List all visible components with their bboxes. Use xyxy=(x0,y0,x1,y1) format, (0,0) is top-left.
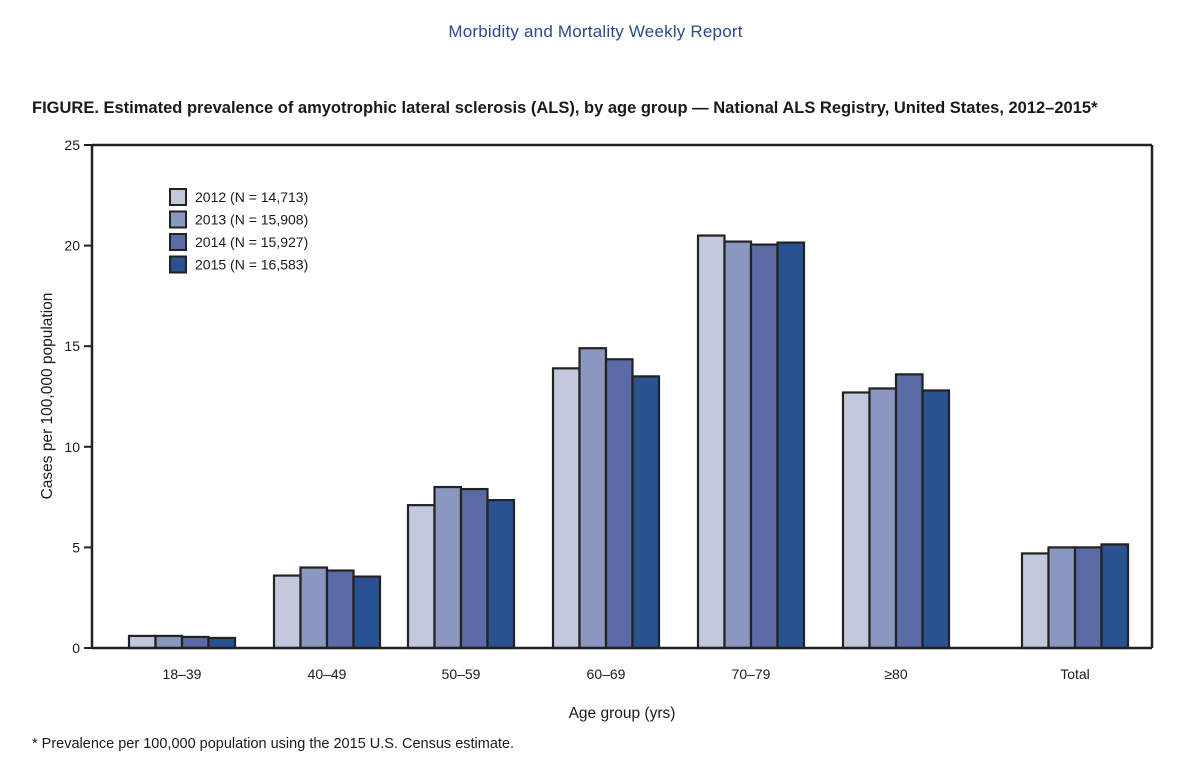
footnote: * Prevalence per 100,000 population usin… xyxy=(32,736,515,752)
y-tick-label: 5 xyxy=(72,539,80,555)
bar-2013-0 xyxy=(154,634,184,650)
legend-swatch xyxy=(169,210,187,229)
y-axis-title: Cases per 100,000 population xyxy=(39,293,56,500)
x-tick-label: 18–39 xyxy=(163,666,202,682)
x-tick-label: 60–69 xyxy=(587,666,626,682)
bar-2014-4 xyxy=(749,243,779,650)
x-tick-label: 70–79 xyxy=(732,666,771,682)
y-tick-label: 20 xyxy=(64,238,80,254)
y-tick-label: 25 xyxy=(64,137,80,153)
bar-2012-1 xyxy=(272,574,302,650)
bar-2014-6 xyxy=(1073,546,1103,650)
x-tick-labels: 18–39 40–49 50–59 60–69 70–79 ≥80 Total xyxy=(163,666,1090,682)
bar-2012-2 xyxy=(406,504,436,650)
bar-2012-0 xyxy=(127,634,157,650)
journal-header: Morbidity and Mortality Weekly Report xyxy=(448,22,743,41)
plot-frame xyxy=(90,143,1154,650)
bar-2014-3 xyxy=(604,358,634,650)
y-tick-label: 10 xyxy=(64,439,80,455)
figure-title: FIGURE. Estimated prevalence of amyotrop… xyxy=(32,99,1098,117)
legend-label: 2015 (N = 16,583) xyxy=(195,257,308,273)
y-ticks: 0 5 10 15 20 25 xyxy=(64,137,92,656)
legend-swatch xyxy=(169,233,187,251)
legend-label: 2012 (N = 14,713) xyxy=(195,189,308,205)
bars-group xyxy=(127,234,1130,650)
legend-swatch xyxy=(169,188,187,206)
x-axis-title: Age group (yrs) xyxy=(569,705,676,722)
bar-2015-1 xyxy=(352,575,382,650)
legend: 2012 (N = 14,713) 2013 (N = 15,908) 2014 (… xyxy=(169,188,308,274)
bar-2012-3 xyxy=(551,367,581,650)
bar-2013-3 xyxy=(578,347,608,650)
y-tick-label: 0 xyxy=(72,640,80,656)
bar-2014-1 xyxy=(325,569,355,650)
bar-2013-2 xyxy=(433,485,463,650)
bar-2015-5 xyxy=(921,389,951,650)
bar-2014-0 xyxy=(180,635,210,650)
bar-2012-5 xyxy=(841,391,871,650)
legend-label: 2014 (N = 15,927) xyxy=(195,234,308,250)
bar-2015-4 xyxy=(776,241,806,650)
bar-2015-0 xyxy=(207,636,237,650)
x-tick-label: ≥80 xyxy=(884,666,907,682)
bar-2014-2 xyxy=(459,487,489,650)
bar-2014-5 xyxy=(894,373,924,650)
bar-2013-4 xyxy=(723,240,753,650)
bar-2012-4 xyxy=(696,234,726,650)
bar-2015-2 xyxy=(486,499,516,650)
bar-2015-3 xyxy=(631,375,661,650)
y-tick-label: 15 xyxy=(64,338,80,354)
bar-2013-5 xyxy=(868,387,898,650)
x-tick-label: Total xyxy=(1060,666,1090,682)
bar-2012-6 xyxy=(1020,552,1050,650)
x-tick-label: 40–49 xyxy=(308,666,347,682)
bar-2013-1 xyxy=(299,566,329,650)
legend-label: 2013 (N = 15,908) xyxy=(195,212,308,228)
x-tick-label: 50–59 xyxy=(442,666,481,682)
bar-2013-6 xyxy=(1047,546,1077,650)
legend-swatch xyxy=(169,255,187,274)
bar-2015-6 xyxy=(1100,543,1130,650)
